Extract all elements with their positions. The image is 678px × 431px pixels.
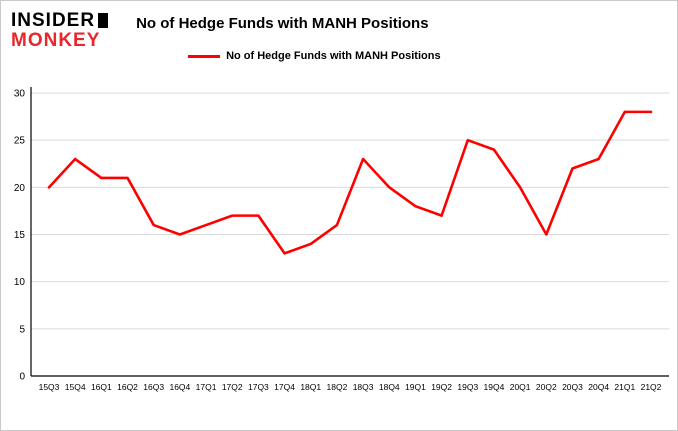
line-chart: 0 5 10 15 20 25 30 15Q3 15Q4 16Q1 16Q2 16Q3 16Q4 17Q…: [14, 87, 669, 392]
svg-text:17Q3: 17Q3: [248, 382, 269, 392]
x-axis-labels: 15Q3 15Q4 16Q1 16Q2 16Q3 16Q4 17Q1 17Q2 17Q3 17Q4…: [39, 382, 662, 392]
svg-text:15Q3: 15Q3: [39, 382, 60, 392]
svg-text:19Q3: 19Q3: [457, 382, 478, 392]
svg-text:30: 30: [14, 89, 26, 100]
logo-cursor-block-icon: [98, 13, 109, 29]
y-axis-labels: 0 5 10 15 20 25 30: [14, 89, 26, 383]
logo-line1: INSIDER: [11, 10, 109, 31]
svg-text:20Q4: 20Q4: [588, 382, 609, 392]
gridlines: [31, 92, 669, 330]
svg-text:21Q2: 21Q2: [641, 382, 662, 392]
svg-text:0: 0: [19, 372, 25, 383]
svg-text:16Q1: 16Q1: [91, 382, 112, 392]
svg-text:25: 25: [14, 136, 26, 147]
svg-text:17Q2: 17Q2: [222, 382, 243, 392]
svg-text:19Q4: 19Q4: [484, 382, 505, 392]
svg-text:16Q4: 16Q4: [169, 382, 190, 392]
svg-text:20Q2: 20Q2: [536, 382, 557, 392]
svg-text:20: 20: [14, 183, 26, 194]
svg-text:15: 15: [14, 230, 26, 241]
insider-monkey-logo[interactable]: INSIDER MONKEY: [11, 10, 109, 51]
chart-title: No of Hedge Funds with MANH Positions: [136, 15, 429, 32]
series-line: [47, 110, 653, 255]
svg-text:20Q1: 20Q1: [510, 382, 531, 392]
svg-text:19Q2: 19Q2: [431, 382, 452, 392]
logo-text-monkey: MONKEY: [11, 29, 101, 51]
svg-text:17Q1: 17Q1: [196, 382, 217, 392]
svg-text:17Q4: 17Q4: [274, 382, 295, 392]
svg-text:5: 5: [19, 324, 25, 335]
legend-line-swatch: [188, 54, 221, 58]
svg-text:10: 10: [14, 277, 26, 288]
svg-text:18Q1: 18Q1: [300, 382, 321, 392]
svg-text:19Q1: 19Q1: [405, 382, 426, 392]
svg-text:16Q3: 16Q3: [143, 382, 164, 392]
svg-text:16Q2: 16Q2: [117, 382, 138, 392]
title-area: No of Hedge Funds with MANH Positions No…: [136, 11, 441, 62]
svg-text:18Q2: 18Q2: [327, 382, 348, 392]
svg-text:18Q4: 18Q4: [379, 382, 400, 392]
logo-text-insider: INSIDER: [11, 10, 96, 31]
chart-header: INSIDER MONKEY No of Hedge Funds with MA…: [1, 1, 677, 77]
svg-text:15Q4: 15Q4: [65, 382, 86, 392]
svg-text:20Q3: 20Q3: [562, 382, 583, 392]
axes: [30, 87, 669, 377]
legend-label: No of Hedge Funds with MANH Positions: [226, 50, 441, 62]
svg-text:21Q1: 21Q1: [614, 382, 635, 392]
svg-text:18Q3: 18Q3: [353, 382, 374, 392]
chart-legend: No of Hedge Funds with MANH Positions: [188, 50, 441, 62]
